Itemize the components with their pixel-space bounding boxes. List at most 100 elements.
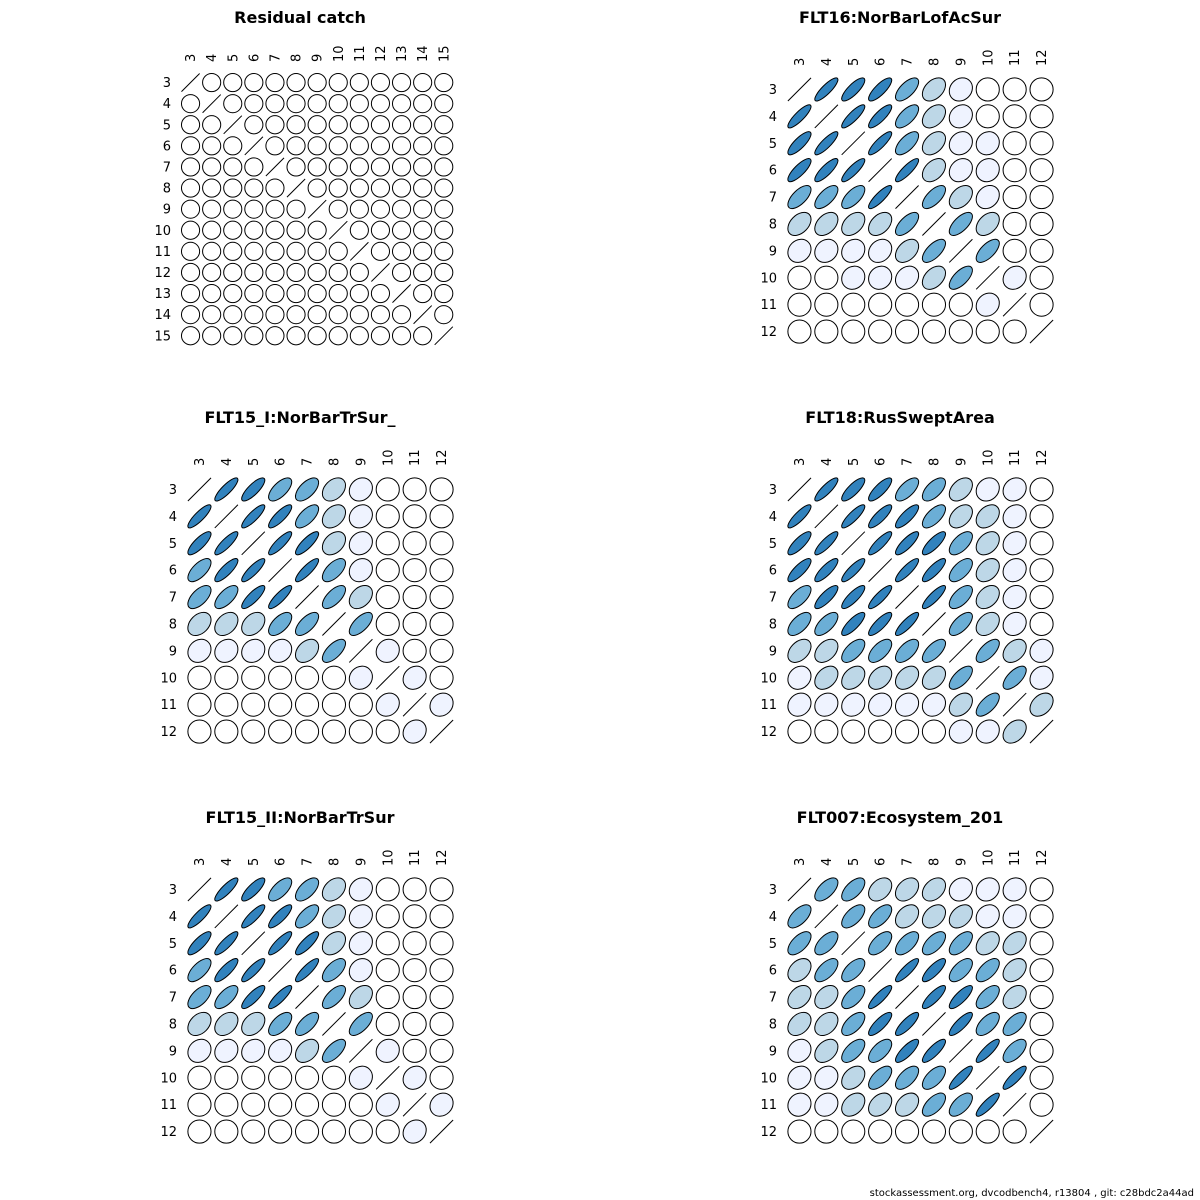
correlation-ellipse — [375, 877, 400, 902]
column-label: 8 — [927, 458, 942, 466]
panel-2: FLT16:NorBarLofAcSur 3 3 4 4 5 5 6 6 7 7 8 8 9 9 10 10 11… — [760, 8, 1054, 344]
column-label: 4 — [220, 458, 235, 466]
correlation-ellipse — [180, 326, 201, 346]
correlation-ellipse — [328, 178, 348, 198]
diagonal-mark — [307, 199, 327, 219]
correlation-ellipse — [348, 504, 373, 529]
column-label: 10 — [381, 849, 396, 866]
correlation-ellipse — [921, 158, 947, 183]
correlation-ellipse — [307, 157, 327, 177]
correlation-ellipse — [921, 265, 947, 290]
correlation-ellipse — [975, 104, 1000, 129]
correlation-ellipse — [1002, 1011, 1027, 1037]
correlation-ellipse — [180, 157, 201, 177]
correlation-ellipse — [921, 692, 947, 717]
correlation-ellipse — [391, 262, 412, 283]
correlation-ellipse — [202, 199, 222, 219]
correlation-ellipse — [328, 115, 348, 135]
correlation-ellipse — [413, 262, 433, 283]
correlation-ellipse — [894, 611, 920, 637]
correlation-ellipse — [370, 241, 391, 261]
correlation-ellipse — [1029, 584, 1054, 610]
diagonal-mark — [975, 265, 1000, 290]
correlation-ellipse — [787, 665, 812, 690]
correlation-ellipse — [948, 211, 973, 237]
correlation-ellipse — [814, 319, 839, 344]
correlation-ellipse — [223, 199, 243, 219]
correlation-ellipse — [429, 958, 454, 983]
correlation-ellipse — [921, 238, 947, 263]
correlation-ellipse — [894, 292, 920, 317]
diagonal-mark — [841, 931, 866, 956]
correlation-ellipse — [921, 184, 947, 210]
correlation-ellipse — [375, 584, 400, 610]
correlation-ellipse — [375, 958, 400, 983]
row-label: 6 — [769, 964, 777, 979]
correlation-ellipse — [413, 178, 433, 198]
correlation-ellipse — [921, 104, 947, 129]
column-label: 9 — [354, 458, 369, 466]
correlation-ellipse — [348, 477, 373, 502]
correlation-ellipse — [402, 531, 427, 556]
correlation-ellipse — [268, 504, 293, 529]
correlation-ellipse — [265, 220, 285, 240]
correlation-ellipse — [214, 984, 239, 1010]
column-label: 3 — [793, 858, 808, 866]
correlation-ellipse — [375, 1092, 400, 1117]
diagonal-mark — [295, 985, 319, 1009]
diagonal-mark — [948, 638, 973, 663]
correlation-ellipse — [841, 77, 866, 102]
correlation-ellipse — [841, 638, 866, 663]
correlation-ellipse — [348, 611, 373, 637]
correlation-ellipse — [1002, 211, 1027, 237]
correlation-ellipse — [434, 283, 454, 304]
correlation-ellipse — [841, 984, 866, 1010]
row-label: 11 — [160, 698, 177, 713]
diagonal-mark — [413, 305, 433, 325]
correlation-ellipse — [814, 1038, 839, 1063]
column-label: 12 — [1035, 849, 1050, 866]
correlation-ellipse — [223, 241, 243, 261]
panel-5: FLT15_II:NorBarTrSur 3 3 4 4 5 5 6 6 7 7 8 8 9 9 10 10 11… — [160, 808, 454, 1144]
correlation-ellipse — [321, 719, 347, 744]
correlation-ellipse — [841, 1092, 866, 1117]
correlation-ellipse — [948, 1119, 973, 1144]
correlation-ellipse — [307, 72, 327, 93]
column-label: 10 — [381, 449, 396, 466]
correlation-ellipse — [894, 319, 920, 344]
correlation-ellipse — [241, 611, 266, 637]
correlation-ellipse — [429, 638, 454, 663]
correlation-ellipse — [921, 1119, 947, 1144]
correlation-ellipse — [402, 1038, 427, 1063]
correlation-ellipse — [975, 77, 1000, 102]
correlation-ellipse — [429, 531, 454, 556]
correlation-ellipse — [265, 241, 285, 261]
correlation-ellipse — [921, 558, 947, 583]
column-label: 11 — [1008, 449, 1023, 466]
correlation-ellipse — [1029, 477, 1054, 502]
correlation-ellipse — [1029, 665, 1054, 690]
column-label: 9 — [954, 58, 969, 66]
correlation-ellipse — [180, 220, 201, 240]
correlation-ellipse — [321, 1119, 347, 1144]
diagonal-mark — [392, 284, 411, 303]
correlation-ellipse — [1029, 1011, 1054, 1037]
correlation-ellipse — [894, 692, 920, 717]
correlation-ellipse — [244, 157, 264, 177]
correlation-ellipse — [841, 238, 866, 263]
row-label: 5 — [169, 537, 177, 552]
correlation-ellipse — [921, 1038, 947, 1063]
correlation-ellipse — [894, 665, 920, 690]
column-label: 8 — [927, 858, 942, 866]
correlation-ellipse — [370, 283, 391, 304]
correlation-ellipse — [349, 136, 369, 156]
correlation-ellipse — [429, 665, 454, 690]
correlation-ellipse — [268, 477, 293, 502]
correlation-ellipse — [921, 319, 947, 344]
row-label: 6 — [169, 564, 177, 579]
correlation-ellipse — [894, 131, 920, 156]
correlation-ellipse — [375, 1038, 400, 1063]
row-label: 8 — [769, 217, 777, 232]
correlation-ellipse — [814, 719, 839, 744]
correlation-ellipse — [975, 1092, 1000, 1117]
